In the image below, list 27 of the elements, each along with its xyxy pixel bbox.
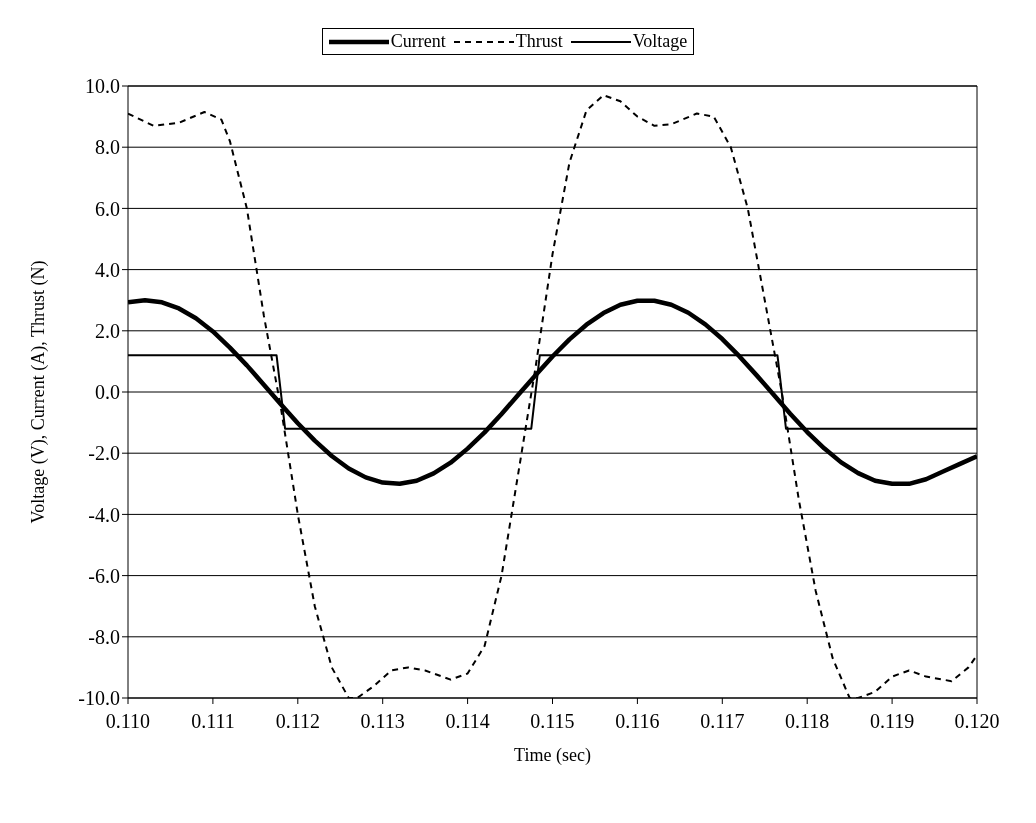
y-tick-label: 10.0 xyxy=(85,75,120,98)
x-tick-label: 0.110 xyxy=(105,710,151,733)
y-tick-label: 8.0 xyxy=(95,136,120,159)
x-tick-label: 0.120 xyxy=(954,710,1000,733)
y-tick-label: -10.0 xyxy=(78,687,120,710)
x-axis-title: Time (sec) xyxy=(514,744,591,766)
y-tick-label: -2.0 xyxy=(88,442,120,465)
y-tick-label: 0.0 xyxy=(95,381,120,404)
x-tick-label: 0.118 xyxy=(785,710,830,733)
x-tick-label: 0.115 xyxy=(530,710,575,733)
x-tick-label: 0.119 xyxy=(869,710,915,733)
y-tick-label: 4.0 xyxy=(95,258,120,281)
legend-label: Voltage xyxy=(632,31,688,52)
y-tick-label: -8.0 xyxy=(88,625,120,648)
y-tick-label: 2.0 xyxy=(95,319,120,342)
y-axis-title: Voltage (V), Current (A), Thrust (N) xyxy=(28,260,50,524)
x-tick-label: 0.117 xyxy=(700,710,745,733)
y-tick-label: 6.0 xyxy=(95,197,120,220)
x-tick-label: 0.112 xyxy=(275,710,320,733)
y-tick-label: -6.0 xyxy=(88,564,120,587)
x-tick-label: 0.114 xyxy=(445,710,490,733)
x-tick-label: 0.116 xyxy=(615,710,660,733)
x-tick-label: 0.111 xyxy=(191,710,235,733)
x-tick-label: 0.113 xyxy=(360,710,405,733)
legend-label: Current xyxy=(390,31,446,52)
legend-label: Thrust xyxy=(515,31,563,52)
y-tick-label: -4.0 xyxy=(88,503,120,526)
